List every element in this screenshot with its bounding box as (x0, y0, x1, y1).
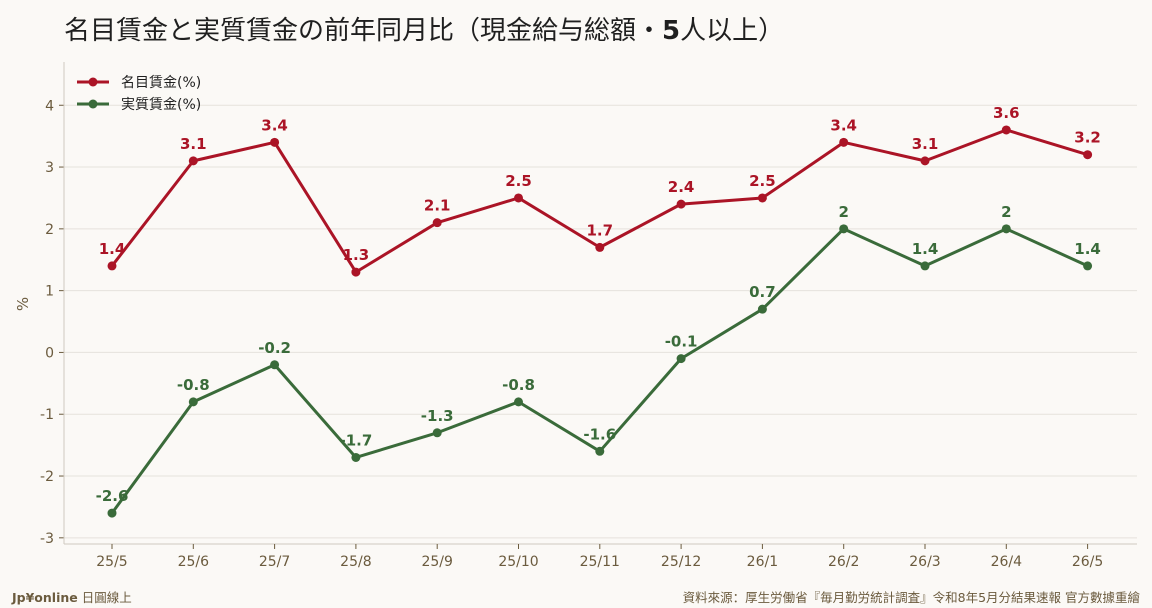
data-label: 2.5 (505, 172, 532, 190)
data-point (270, 137, 280, 147)
data-point (757, 193, 767, 203)
data-point (188, 156, 198, 166)
series-group: 1.4 3.1 3.4 1.3 2.1 2.5 1.7 2.4 2.5 3.4 3.1 3.6 3.2 -… (96, 104, 1101, 518)
data-label: 2 (1001, 203, 1011, 221)
data-point (514, 397, 523, 407)
data-point (1001, 224, 1011, 234)
series-line (110, 227, 1089, 514)
y-axis-label: % (14, 297, 32, 311)
data-point (920, 261, 930, 271)
data-point (1083, 150, 1093, 160)
x-tick-label: 25/12 (661, 554, 701, 570)
data-label: 3.1 (912, 135, 939, 153)
x-tick-label: 26/5 (1072, 554, 1103, 570)
y-tick-label: 2 (45, 222, 54, 238)
data-label: -1.6 (583, 425, 616, 443)
data-point (1001, 125, 1011, 135)
data-label: 2.1 (424, 197, 451, 215)
y-tick-label: -1 (40, 407, 54, 423)
data-label: -1.3 (421, 407, 454, 425)
x-tick-label: 26/4 (991, 554, 1023, 570)
axes (63, 62, 1137, 545)
series-real: -2.6 -0.8 -0.2 -1.7 -1.3 -0.8 -1.6 -0.1 0.7 2 1.4 2… (96, 203, 1101, 518)
x-tick-label: 25/5 (96, 554, 127, 570)
data-label: 2.4 (668, 178, 695, 196)
data-label: 0.7 (749, 283, 776, 301)
y-tick-label: -3 (40, 531, 54, 547)
x-tick-label: 26/1 (747, 554, 778, 570)
data-label: -0.2 (258, 339, 291, 357)
legend: 名目賃金(%) 実質賃金(%) (77, 75, 201, 113)
y-tick-label: 0 (45, 345, 54, 361)
data-label: 1.4 (1074, 240, 1101, 258)
data-point (270, 360, 280, 370)
data-point (351, 452, 361, 462)
x-tick-label: 26/2 (828, 554, 859, 570)
data-label: 1.3 (343, 246, 370, 264)
data-label: 3.6 (993, 104, 1020, 122)
data-label: 1.4 (99, 240, 126, 258)
data-label: -2.6 (96, 487, 129, 505)
title-main: 名目賃金と実質賃金の前年同月比（現金給与総額・ (64, 16, 663, 46)
x-tick-labels: 25/5 25/6 25/7 25/8 25/9 25/10 25/11 25/12 26/1 2… (96, 544, 1103, 570)
data-label: -1.7 (339, 431, 372, 449)
data-label: 1.7 (587, 221, 614, 239)
data-label: -0.1 (665, 333, 698, 351)
y-tick-label: 3 (45, 160, 54, 176)
brand-text: 日圓線上 (81, 590, 132, 605)
data-point (188, 397, 198, 407)
y-tick-label: 4 (45, 98, 54, 114)
grid-lines (59, 104, 1137, 539)
brand: Jp¥online 日圓線上 (12, 587, 132, 606)
series-nominal: 1.4 3.1 3.4 1.3 2.1 2.5 1.7 2.4 2.5 3.4 3.1 3.6 3.2 (99, 104, 1101, 277)
data-label: 2.5 (749, 172, 776, 190)
data-point (595, 242, 605, 252)
data-label: -0.8 (502, 376, 535, 394)
data-point (920, 156, 930, 166)
data-label: -0.8 (177, 376, 210, 394)
data-point (107, 508, 117, 518)
data-label: 3.4 (261, 116, 288, 134)
data-point (839, 224, 849, 234)
x-tick-label: 25/9 (421, 554, 452, 570)
data-point (839, 137, 849, 147)
data-point (432, 218, 442, 228)
x-tick-label: 25/10 (498, 554, 538, 570)
y-tick-label: 1 (45, 284, 54, 300)
legend-label: 実質賃金(%) (121, 97, 201, 113)
y-tick-label: -2 (40, 469, 54, 485)
data-point (676, 354, 686, 364)
x-tick-label: 25/6 (178, 554, 210, 570)
title-tail: 人以上） (680, 16, 785, 46)
x-tick-label: 25/8 (340, 554, 371, 570)
data-point (107, 261, 117, 271)
title-bold: 5 (662, 16, 681, 46)
y-tick-labels: 4 3 2 1 0 -1 -2 -3 (40, 98, 54, 547)
data-point (432, 428, 442, 438)
legend-swatch-marker (88, 99, 98, 109)
data-point (595, 446, 605, 456)
data-point (676, 199, 686, 209)
source-note: 資料來源：厚生労働省『毎月勤労統計調査』令和8年5月分結果速報 官方數據重繪 (682, 590, 1140, 605)
brand-logo: Jp¥online (12, 590, 78, 605)
legend-label: 名目賃金(%) (121, 75, 201, 91)
x-tick-label: 26/3 (909, 554, 940, 570)
data-label: 2 (838, 203, 848, 221)
x-tick-label: 25/11 (580, 554, 620, 570)
legend-swatch-marker (88, 77, 98, 87)
data-point (757, 304, 767, 314)
data-label: 3.2 (1074, 129, 1101, 147)
data-label: 3.1 (180, 135, 207, 153)
data-label: 3.4 (830, 116, 857, 134)
data-point (351, 267, 361, 277)
data-label: 1.4 (912, 240, 939, 258)
data-point (1083, 261, 1093, 271)
x-tick-label: 25/7 (259, 554, 290, 570)
data-point (514, 193, 523, 203)
page-title: 名目賃金と実質賃金の前年同月比（現金給与総額・5人以上） (64, 10, 784, 47)
